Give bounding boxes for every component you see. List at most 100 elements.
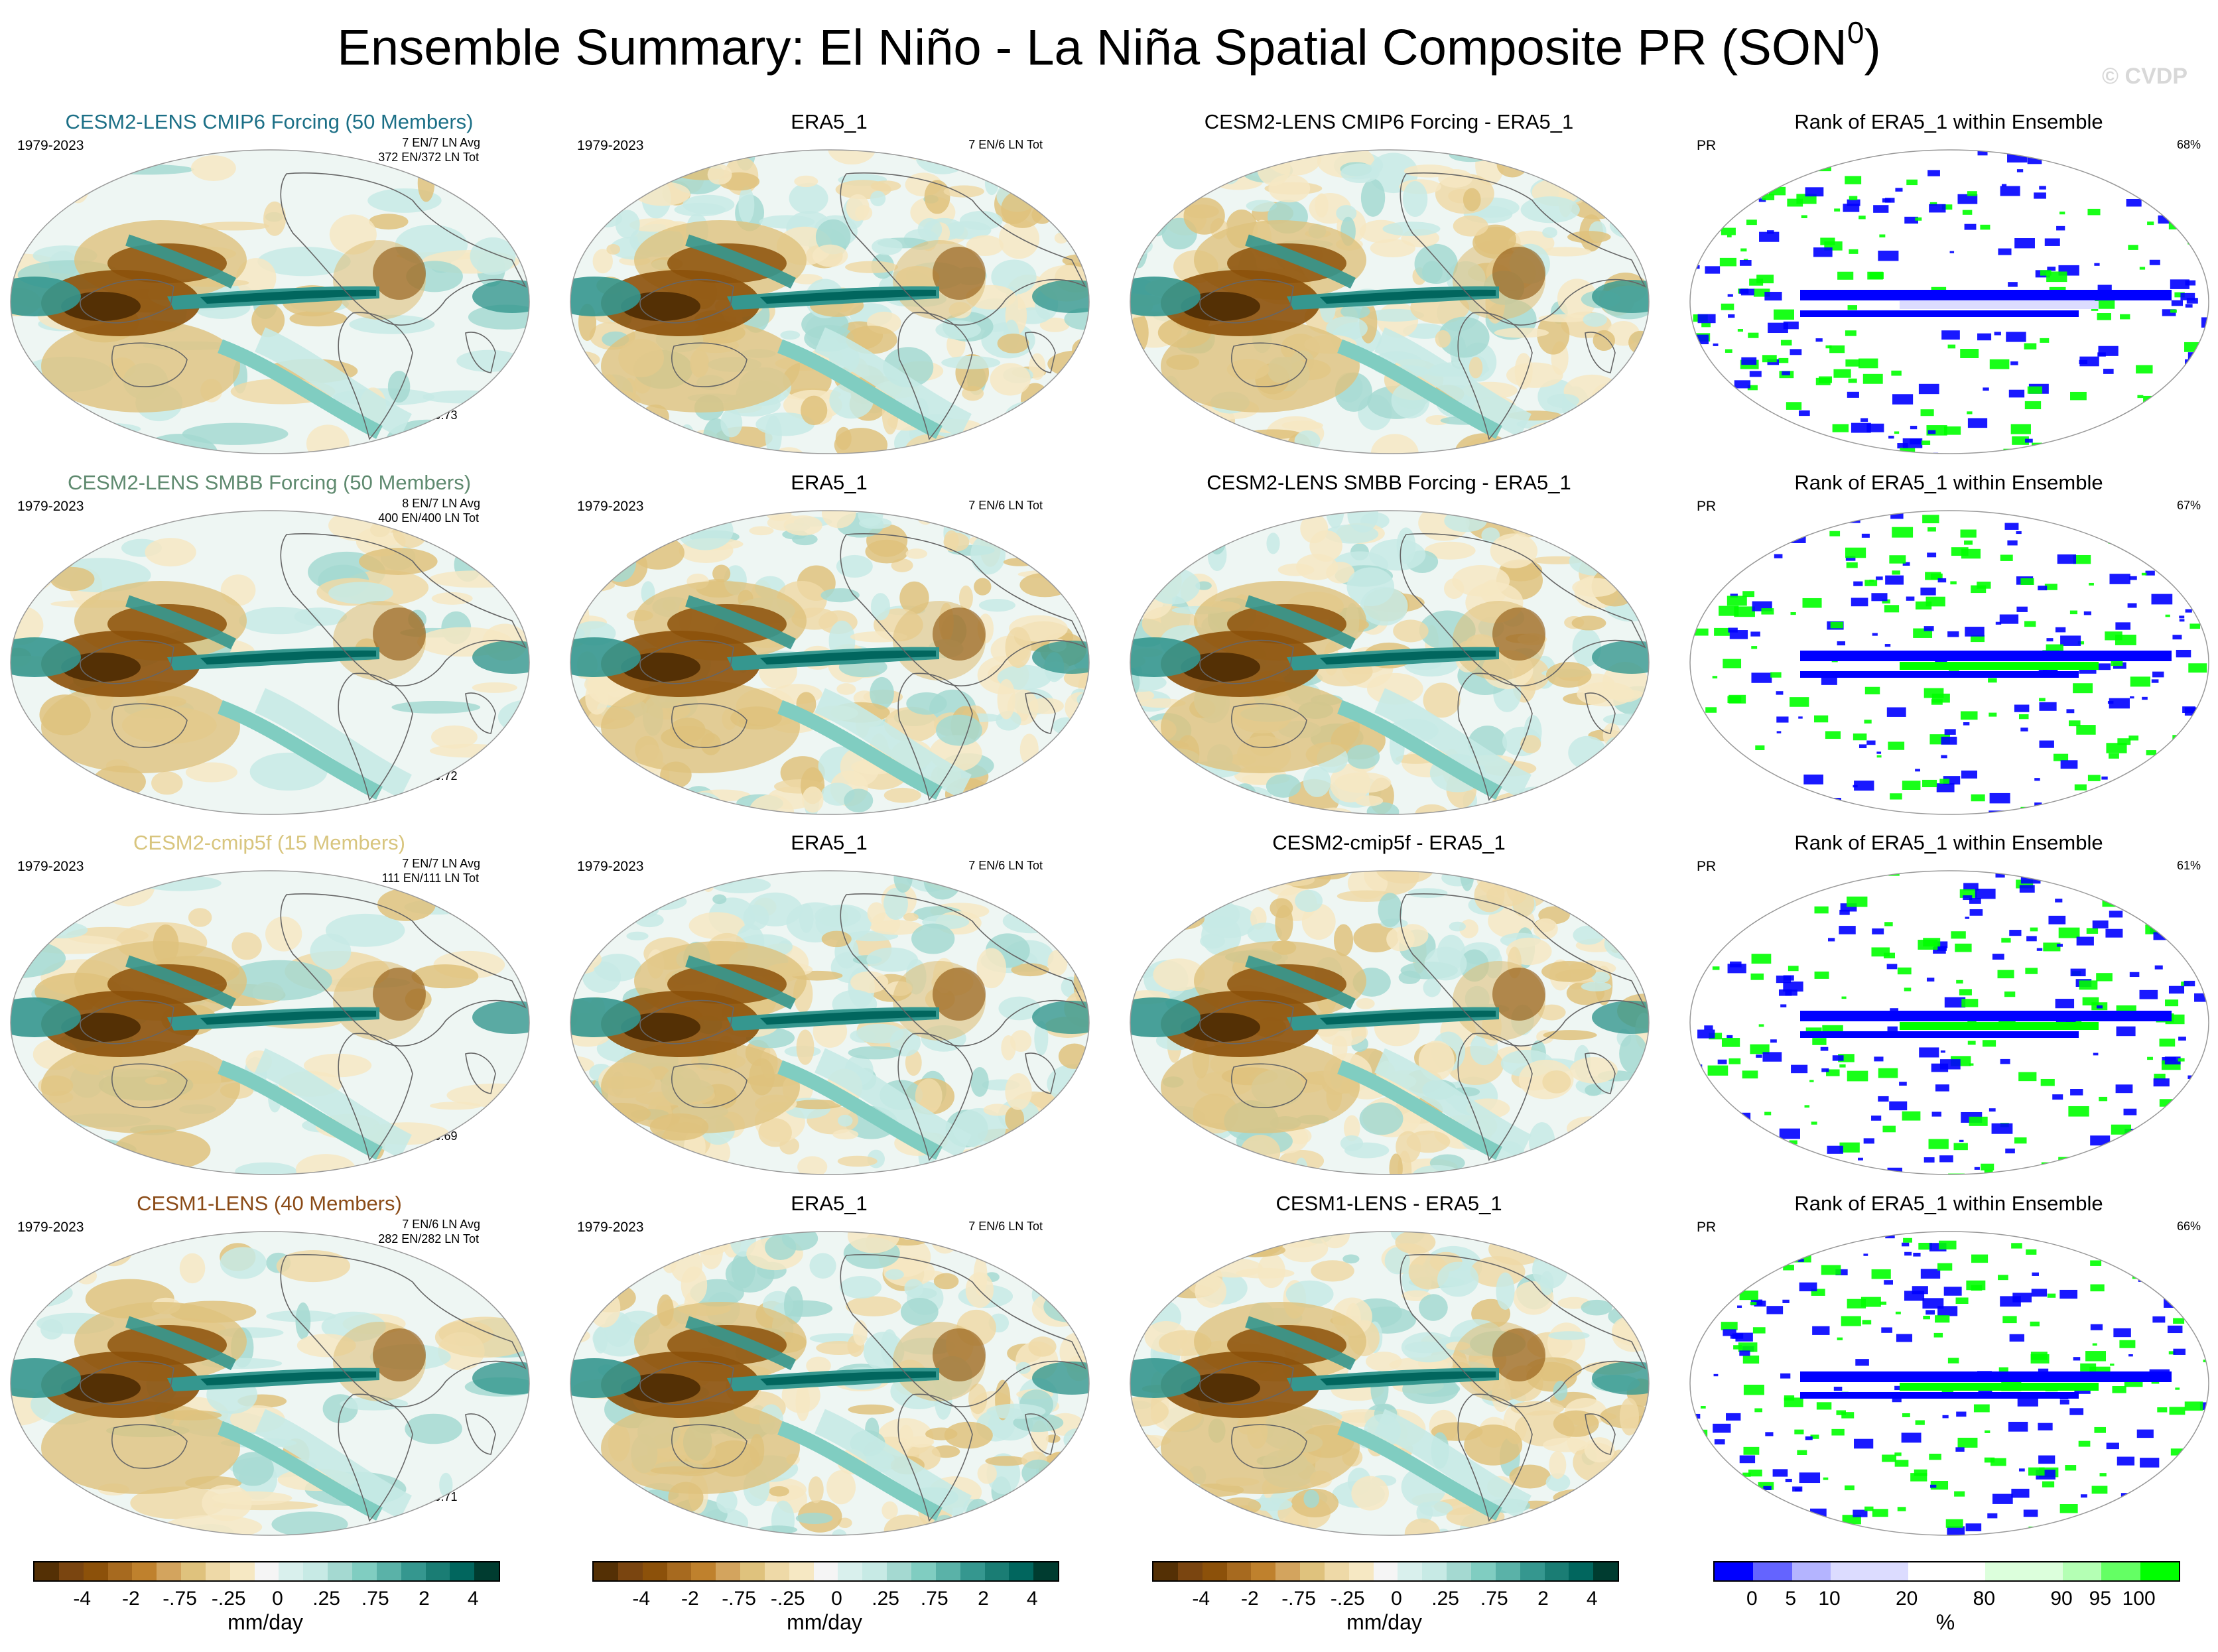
colorbar-box <box>132 1562 157 1580</box>
colorbar-ticks: -4 -2 -.75 -.25 0 .25 .75 2 4 <box>1152 1588 1630 1610</box>
panel-diff-row2: CESM2-LENS SMBB Forcing - ERA5_1 <box>1124 471 1654 816</box>
colorbar-boxes <box>592 1561 1059 1582</box>
panel-model-row2: CESM2-LENS SMBB Forcing (50 Members) 1979… <box>4 471 535 816</box>
map-obs-row2 <box>570 510 1090 815</box>
total-count: 111 EN/111 LN Tot <box>381 871 479 885</box>
total-count: 282 EN/282 LN Tot <box>378 1232 479 1245</box>
event-count: 7 EN/6 LN Avg <box>402 1218 480 1231</box>
colorbar-box <box>887 1562 911 1580</box>
colorbar-tick-label: -4 <box>632 1588 651 1610</box>
colorbar-tick-label: -2 <box>1241 1588 1259 1610</box>
colorbar-unit: % <box>1935 1610 1955 1634</box>
panel-title: CESM2-LENS SMBB Forcing - ERA5_1 <box>1207 471 1571 494</box>
colorbar-box <box>618 1562 643 1580</box>
year-range: 1979-2023 <box>17 138 84 153</box>
panel-title: CESM2-LENS CMIP6 Forcing (50 Members) <box>65 110 474 133</box>
year-range: 1979-2023 <box>577 138 644 153</box>
map-obs-row3 <box>570 870 1090 1175</box>
colorbar-tick-label: -4 <box>73 1588 92 1610</box>
colorbar-box <box>401 1562 426 1580</box>
map-rank-row4 <box>1689 1231 2209 1536</box>
colorbar-tick-label: .75 <box>1480 1588 1508 1610</box>
colorbar-box <box>1226 1562 1252 1580</box>
panel-rank-row4: Rank of ERA5_1 within Ensemble PR 66% <box>1683 1192 2214 1537</box>
panel-model-row3: CESM2-cmip5f (15 Members) 1979-2023 7 EN/7… <box>4 831 535 1176</box>
colorbar-box <box>107 1562 133 1580</box>
colorbar-tick-label: -.75 <box>722 1588 756 1610</box>
colorbar-box <box>376 1562 401 1580</box>
colorbar-box <box>1009 1562 1034 1580</box>
colorbar-box <box>594 1562 618 1580</box>
map-model-row1 <box>10 149 530 454</box>
colorbar-box <box>862 1562 887 1580</box>
colorbar-box <box>935 1562 960 1580</box>
panel-title: CESM1-LENS - ERA5_1 <box>1275 1192 1502 1215</box>
panel-title: ERA5_1 <box>791 110 868 133</box>
panel-title: CESM2-LENS SMBB Forcing (50 Members) <box>67 471 472 494</box>
year-range: 1979-2023 <box>577 859 644 874</box>
event-count: 7 EN/6 LN Tot <box>968 499 1043 512</box>
colorbar-box <box>838 1562 863 1580</box>
colorbar-tick-label: 2 <box>978 1588 989 1610</box>
colorbar-box <box>2024 1562 2063 1580</box>
percent-in-range: 66% <box>2176 1220 2201 1233</box>
colorbar-tick-label: 4 <box>467 1588 479 1610</box>
colorbar-tick-label: 80 <box>1973 1588 1996 1610</box>
panel-title: ERA5_1 <box>791 1192 868 1215</box>
colorbar-unit: mm/day <box>787 1610 862 1634</box>
variable-label: PR <box>1697 138 1717 153</box>
map-model-row3 <box>10 870 530 1175</box>
colorbar-box <box>1520 1562 1545 1580</box>
colorbar-tick-label: 90 <box>2050 1588 2073 1610</box>
panel-rank-row1: Rank of ERA5_1 within Ensemble PR 68% <box>1683 110 2214 455</box>
panel-model-row1: CESM2-LENS CMIP6 Forcing (50 Members) 197… <box>4 110 535 455</box>
panel-title: CESM2-cmip5f - ERA5_1 <box>1272 831 1506 854</box>
colorbar-box <box>279 1562 304 1580</box>
colorbar-tick-label: -.75 <box>163 1588 197 1610</box>
colorbar-box <box>789 1562 814 1580</box>
colorbar-box <box>2062 1562 2102 1580</box>
colorbar-box <box>2140 1562 2179 1580</box>
year-range: 1979-2023 <box>17 859 84 874</box>
colorbar-box <box>984 1562 1010 1580</box>
colorbar-box <box>303 1562 328 1580</box>
panel-obs-row4: ERA5_1 1979-2023 7 EN/6 LN Tot <box>564 1192 1094 1537</box>
colorbar-box <box>229 1562 255 1580</box>
colorbar-box <box>1715 1562 1754 1580</box>
panel-title: CESM1-LENS (40 Members) <box>137 1192 402 1215</box>
colorbar-box <box>1908 1562 1947 1580</box>
colorbar-tick-label: -2 <box>681 1588 699 1610</box>
colorbar-tick-label: -.25 <box>770 1588 805 1610</box>
year-range: 1979-2023 <box>577 1220 644 1235</box>
colorbar-box <box>1177 1562 1203 1580</box>
colorbar-box <box>181 1562 206 1580</box>
colorbar-box <box>1300 1562 1325 1580</box>
colorbar-box <box>1792 1562 1831 1580</box>
panel-title: ERA5_1 <box>791 831 868 854</box>
panel-title: Rank of ERA5_1 within Ensemble <box>1794 831 2103 854</box>
colorbar-box <box>667 1562 692 1580</box>
colorbar-ticks: -4 -2 -.75 -.25 0 .25 .75 2 4 <box>592 1588 1070 1610</box>
colorbar-tick-label: 4 <box>1586 1588 1598 1610</box>
colorbar-tick-label: -.25 <box>211 1588 246 1610</box>
colorbar-box <box>960 1562 985 1580</box>
colorbar-box <box>1753 1562 1792 1580</box>
colorbar-box <box>1251 1562 1276 1580</box>
panel-title: ERA5_1 <box>791 471 868 494</box>
colorbar-box <box>716 1562 741 1580</box>
colorbar-box <box>1869 1562 1908 1580</box>
colorbar-tick-label: 2 <box>419 1588 430 1610</box>
map-rank-row1 <box>1689 149 2209 454</box>
colorbar-box <box>425 1562 450 1580</box>
colorbar-box <box>740 1562 765 1580</box>
cvdp-watermark: © CVDP <box>2102 64 2187 89</box>
colorbar-box <box>2101 1562 2140 1580</box>
colorbar-tick-label: .75 <box>361 1588 389 1610</box>
panel-diff-row1: CESM2-LENS CMIP6 Forcing - ERA5_1 <box>1124 110 1654 455</box>
colorbar-boxes <box>1152 1561 1619 1582</box>
colorbar-box <box>34 1562 59 1580</box>
percent-in-range: 68% <box>2176 138 2201 151</box>
map-obs-row4 <box>570 1231 1090 1536</box>
percent-in-range: 67% <box>2176 499 2201 512</box>
panel-title: Rank of ERA5_1 within Ensemble <box>1794 110 2103 133</box>
